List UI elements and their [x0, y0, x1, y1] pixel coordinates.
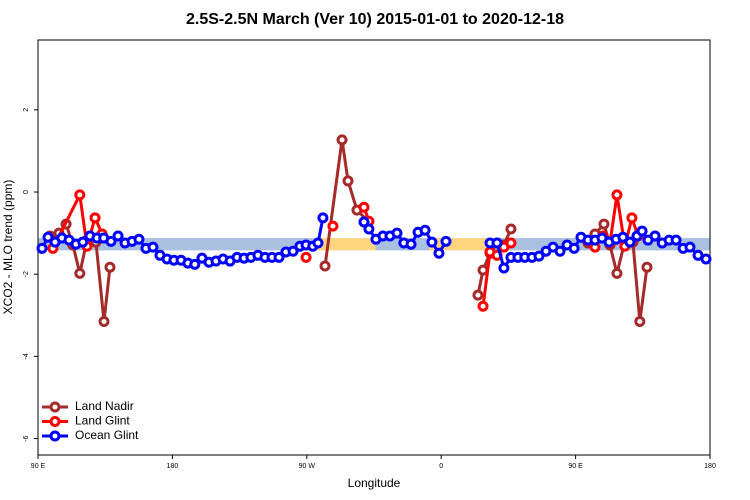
series-line [49, 139, 649, 322]
point [74, 189, 86, 201]
point [105, 235, 117, 247]
point [312, 237, 324, 249]
x-tick-label: 90 W [299, 463, 316, 470]
y-tick-label: 2 [23, 108, 30, 112]
point [626, 212, 638, 224]
x-tick-label: 0 [439, 463, 443, 470]
point [363, 223, 375, 235]
y-axis-label: XCO2 - MLO trend (ppm) [1, 180, 15, 315]
point [477, 264, 489, 276]
point [611, 189, 623, 201]
legend-label: Ocean Glint [75, 428, 139, 442]
point [391, 227, 403, 239]
point [472, 289, 484, 301]
point [89, 212, 101, 224]
point [498, 262, 510, 274]
point [36, 242, 48, 254]
point [426, 236, 438, 248]
point [300, 251, 312, 263]
point [336, 134, 348, 146]
point [568, 242, 580, 254]
point [319, 260, 331, 272]
y-tick-label: 0 [23, 190, 30, 194]
point [641, 261, 653, 273]
point [491, 237, 503, 249]
y-tick-label: -2 [23, 271, 30, 277]
point [634, 315, 646, 327]
point [598, 218, 610, 230]
point [358, 201, 370, 213]
point [440, 235, 452, 247]
point [273, 251, 285, 263]
point [617, 231, 629, 243]
x-tick-label: 180 [704, 463, 716, 470]
point [147, 241, 159, 253]
point [42, 231, 54, 243]
point [405, 238, 417, 250]
point [77, 236, 89, 248]
point [419, 224, 431, 236]
x-tick-label: 180 [167, 463, 179, 470]
point [433, 247, 445, 259]
point [554, 245, 566, 257]
legend-marker [49, 430, 61, 442]
point [505, 237, 517, 249]
point [104, 261, 116, 273]
x-tick-label: 90 E [31, 463, 46, 470]
point [624, 236, 636, 248]
point [611, 267, 623, 279]
point [533, 250, 545, 262]
chart-title: 2.5S-2.5N March (Ver 10) 2015-01-01 to 2… [186, 11, 564, 28]
legend-marker [49, 401, 61, 413]
band-segment [314, 238, 376, 251]
point [505, 223, 517, 235]
legend-marker [49, 416, 61, 427]
point [133, 233, 145, 245]
x-tick-label: 90 E [568, 463, 583, 470]
legend-label: Land Glint [75, 414, 130, 428]
point [358, 216, 370, 228]
point [684, 241, 696, 253]
point [636, 225, 648, 237]
point [112, 230, 124, 242]
point [327, 220, 339, 232]
point [287, 245, 299, 257]
point [317, 212, 329, 224]
point [98, 315, 110, 327]
x-axis-label: Longitude [348, 476, 401, 490]
legend-label: Land Nadir [75, 399, 134, 413]
point [342, 175, 354, 187]
point [74, 267, 86, 279]
point [189, 258, 201, 270]
point [670, 234, 682, 246]
point [649, 230, 661, 242]
y-tick-label: -4 [23, 353, 30, 359]
point [700, 253, 712, 265]
point [477, 300, 489, 312]
y-tick-label: -6 [23, 435, 30, 441]
